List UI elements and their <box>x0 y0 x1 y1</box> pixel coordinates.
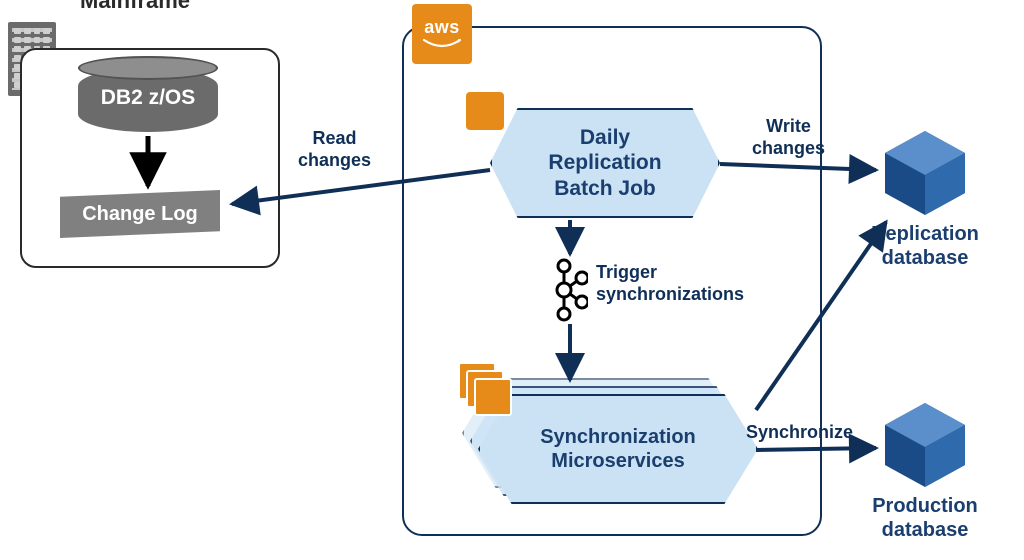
production-db-label: Production database <box>850 494 1000 542</box>
changelog-label: Change Log <box>82 203 198 226</box>
lambda-badge-icon <box>466 92 504 130</box>
replication-db-label: Replication database <box>848 222 1002 270</box>
mainframe-title: Mainframe <box>76 0 194 14</box>
synchronize-label: Synchronize <box>746 422 853 444</box>
production-db-icon <box>880 400 970 490</box>
db2-label: DB2 z/OS <box>78 86 218 110</box>
sync-node-label: Synchronization Microservices <box>526 425 710 473</box>
replication-db-icon <box>880 128 970 218</box>
write-changes-label: Write changes <box>752 116 825 159</box>
aws-logo-icon: aws <box>412 4 472 64</box>
trigger-label: Trigger synchronizations <box>596 262 744 305</box>
kafka-icon <box>552 258 588 322</box>
changelog-node: Change Log <box>60 190 220 238</box>
microservice-badge-icon <box>458 362 512 416</box>
read-changes-label: Read changes <box>298 128 371 171</box>
aws-logo-text: aws <box>424 17 460 38</box>
batch-job-node: Daily Replication Batch Job <box>490 108 720 218</box>
sync-node: Synchronization Microservices <box>478 394 758 504</box>
aws-smile-icon <box>422 38 462 52</box>
diagram-stage: Mainframe DB2 z/OS Change Log aws Daily … <box>0 0 1024 560</box>
batch-job-label: Daily Replication Batch Job <box>534 125 675 201</box>
